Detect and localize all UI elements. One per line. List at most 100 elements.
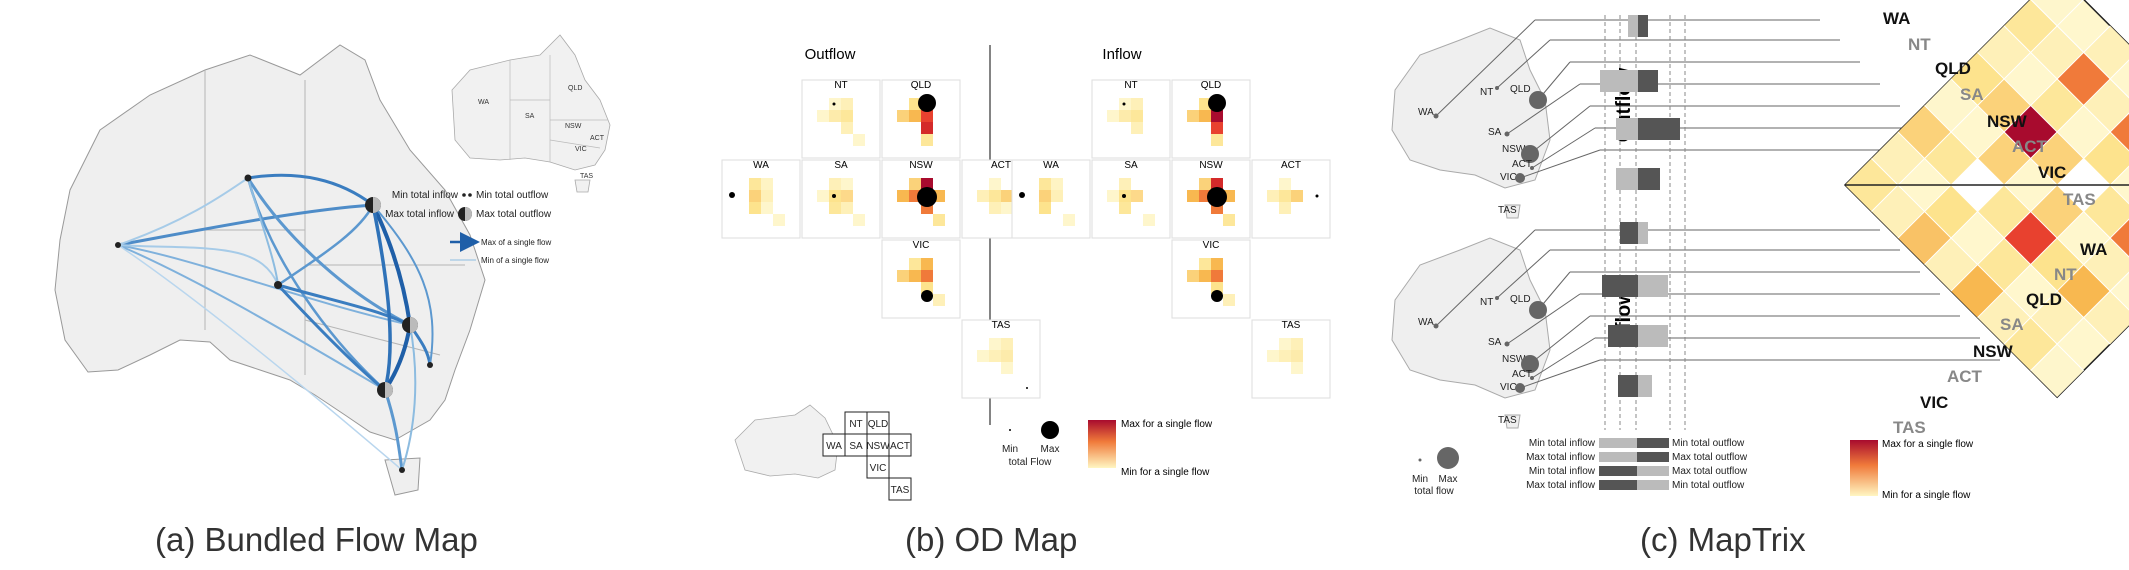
svg-text:QLD: QLD bbox=[1510, 84, 1531, 95]
od-in-cell-vic: VIC bbox=[1171, 239, 1251, 319]
caption-bundled-flow-map: (a) Bundled Flow Map bbox=[155, 521, 478, 558]
caption-od-map: (b) OD Map bbox=[905, 521, 1078, 558]
od-size-legend: Min Max total Flow bbox=[1002, 421, 1059, 468]
od-in-cell-tas: TAS bbox=[1251, 319, 1331, 399]
od-in-cell-qld: QLD bbox=[1171, 79, 1251, 159]
maptrix-bars bbox=[1600, 15, 1680, 397]
maptrix-color-legend-min: Min for a single flow bbox=[1882, 490, 1971, 501]
od-cell-tas: TAS bbox=[961, 319, 1041, 399]
inset-label-nsw: NSW bbox=[565, 123, 582, 130]
flow-nodes bbox=[115, 174, 433, 473]
svg-text:Min: Min bbox=[1002, 444, 1018, 455]
od-key-grid: NT QLD WA SA NSW ACT VIC TAS bbox=[822, 411, 912, 501]
maptrix-inflow-map bbox=[1391, 237, 1551, 429]
svg-text:Min: Min bbox=[1412, 474, 1428, 485]
od-in-cell-nt: NT bbox=[1091, 79, 1171, 159]
svg-text:SA: SA bbox=[849, 441, 863, 452]
inset-label-vic: VIC bbox=[575, 146, 587, 153]
od-cell-vic: VIC bbox=[881, 239, 961, 319]
svg-text:Max total outflow: Max total outflow bbox=[1672, 452, 1748, 463]
svg-text:TAS: TAS bbox=[1282, 320, 1301, 331]
svg-text:QLD: QLD bbox=[1201, 80, 1222, 91]
maptrix-color-ramp bbox=[1850, 440, 1878, 496]
svg-text:SA: SA bbox=[1124, 160, 1138, 171]
svg-text:total Flow: total Flow bbox=[1009, 457, 1053, 468]
od-in-cell-act: ACT bbox=[1251, 159, 1331, 239]
legend-min-total-inflow: Min total inflow bbox=[392, 190, 459, 201]
od-key-map bbox=[734, 404, 839, 479]
svg-text:SA: SA bbox=[834, 160, 848, 171]
legend-min-single-flow: Min of a single flow bbox=[481, 256, 549, 265]
bundled-flow-map: WA QLD SA NSW ACT VIC TAS Min total infl… bbox=[54, 34, 611, 496]
bar-guides bbox=[1604, 15, 1686, 430]
svg-text:NT: NT bbox=[2054, 265, 2077, 284]
maptrix: Outflow Inflow WA NT QLD SA NSW ACT VIC … bbox=[1391, 0, 2129, 501]
inset-label-tas: TAS bbox=[580, 173, 593, 180]
svg-text:Max total outflow: Max total outflow bbox=[1672, 466, 1748, 477]
outflow-grid: WA SA NT bbox=[721, 79, 1041, 399]
svg-text:QLD: QLD bbox=[911, 80, 932, 91]
od-cell-wa: WA bbox=[721, 159, 801, 239]
svg-text:NT: NT bbox=[1124, 80, 1137, 91]
svg-text:VIC: VIC bbox=[1500, 382, 1517, 393]
svg-text:VIC: VIC bbox=[2038, 163, 2066, 182]
inset-state-map: WA QLD SA NSW ACT VIC TAS bbox=[451, 34, 611, 193]
svg-text:TAS: TAS bbox=[992, 320, 1011, 331]
svg-text:SA: SA bbox=[1488, 127, 1502, 138]
svg-text:VIC: VIC bbox=[1203, 240, 1220, 251]
svg-text:total flow: total flow bbox=[1414, 486, 1454, 497]
svg-text:ACT: ACT bbox=[1947, 367, 1983, 386]
svg-text:SA: SA bbox=[2000, 315, 2024, 334]
od-color-ramp bbox=[1088, 420, 1116, 468]
svg-text:TAS: TAS bbox=[1893, 418, 1926, 437]
svg-text:Min total outflow: Min total outflow bbox=[1672, 438, 1745, 449]
svg-text:Min total inflow: Min total inflow bbox=[1529, 466, 1596, 477]
svg-text:NSW: NSW bbox=[1502, 354, 1526, 365]
svg-text:ACT: ACT bbox=[991, 160, 1011, 171]
inset-label-act: ACT bbox=[590, 135, 605, 142]
svg-text:TAS: TAS bbox=[2063, 190, 2096, 209]
svg-text:WA: WA bbox=[1418, 317, 1434, 328]
maptrix-size-legend: Min Max total flow bbox=[1412, 447, 1459, 497]
svg-text:Max total inflow: Max total inflow bbox=[1526, 480, 1596, 491]
svg-text:WA: WA bbox=[2080, 240, 2107, 259]
svg-text:NT: NT bbox=[1480, 297, 1493, 308]
svg-text:VIC: VIC bbox=[1920, 393, 1948, 412]
svg-text:ACT: ACT bbox=[1281, 160, 1301, 171]
tasmania-map bbox=[384, 457, 421, 496]
svg-text:QLD: QLD bbox=[2026, 290, 2062, 309]
caption-maptrix: (c) MapTrix bbox=[1640, 521, 1806, 558]
od-in-cell-wa: WA bbox=[1011, 159, 1091, 239]
svg-text:VIC: VIC bbox=[913, 240, 930, 251]
inflow-map-labels: WA NT QLD SA NSW ACT VIC TAS bbox=[1418, 294, 1547, 426]
svg-text:NSW: NSW bbox=[1199, 160, 1223, 171]
svg-text:VIC: VIC bbox=[1500, 172, 1517, 183]
maptrix-color-legend-max: Max for a single flow bbox=[1882, 439, 1974, 450]
svg-text:QLD: QLD bbox=[868, 419, 889, 430]
matrix-labels-top: WA NT QLD SA NSW ACT VIC TAS bbox=[1883, 9, 2096, 209]
svg-text:VIC: VIC bbox=[870, 463, 887, 474]
maptrix-matrix bbox=[1843, 0, 2129, 399]
svg-text:ACT: ACT bbox=[890, 441, 910, 452]
svg-text:TAS: TAS bbox=[1498, 415, 1517, 426]
legend-min-total-outflow: Min total outflow bbox=[476, 190, 549, 201]
matrix-labels-bottom: WA NT QLD SA NSW ACT VIC TAS bbox=[1893, 240, 2107, 437]
bundled-flow-map-panel: WA QLD SA NSW ACT VIC TAS Min total infl… bbox=[0, 0, 650, 565]
svg-text:ACT: ACT bbox=[2012, 137, 2048, 156]
svg-text:WA: WA bbox=[1418, 107, 1434, 118]
od-cell-qld: QLD bbox=[881, 79, 961, 159]
svg-text:Max: Max bbox=[1439, 474, 1458, 485]
maptrix-panel: Outflow Inflow WA NT QLD SA NSW ACT VIC … bbox=[1380, 0, 2129, 565]
flow-legend: Min total inflow Min total outflow Max t… bbox=[385, 190, 552, 265]
inflow-grid: WA SA NT bbox=[1011, 79, 1331, 399]
svg-text:NT: NT bbox=[849, 419, 862, 430]
svg-text:WA: WA bbox=[1043, 160, 1059, 171]
inset-label-sa: SA bbox=[525, 113, 535, 120]
outflow-title: Outflow bbox=[805, 46, 856, 63]
svg-text:ACT: ACT bbox=[1512, 369, 1532, 380]
svg-text:TAS: TAS bbox=[1498, 205, 1517, 216]
od-cell-sa: SA bbox=[801, 159, 881, 239]
od-color-legend-max: Max for a single flow bbox=[1121, 419, 1213, 430]
svg-text:SA: SA bbox=[1960, 85, 1984, 104]
svg-text:ACT: ACT bbox=[1512, 159, 1532, 170]
